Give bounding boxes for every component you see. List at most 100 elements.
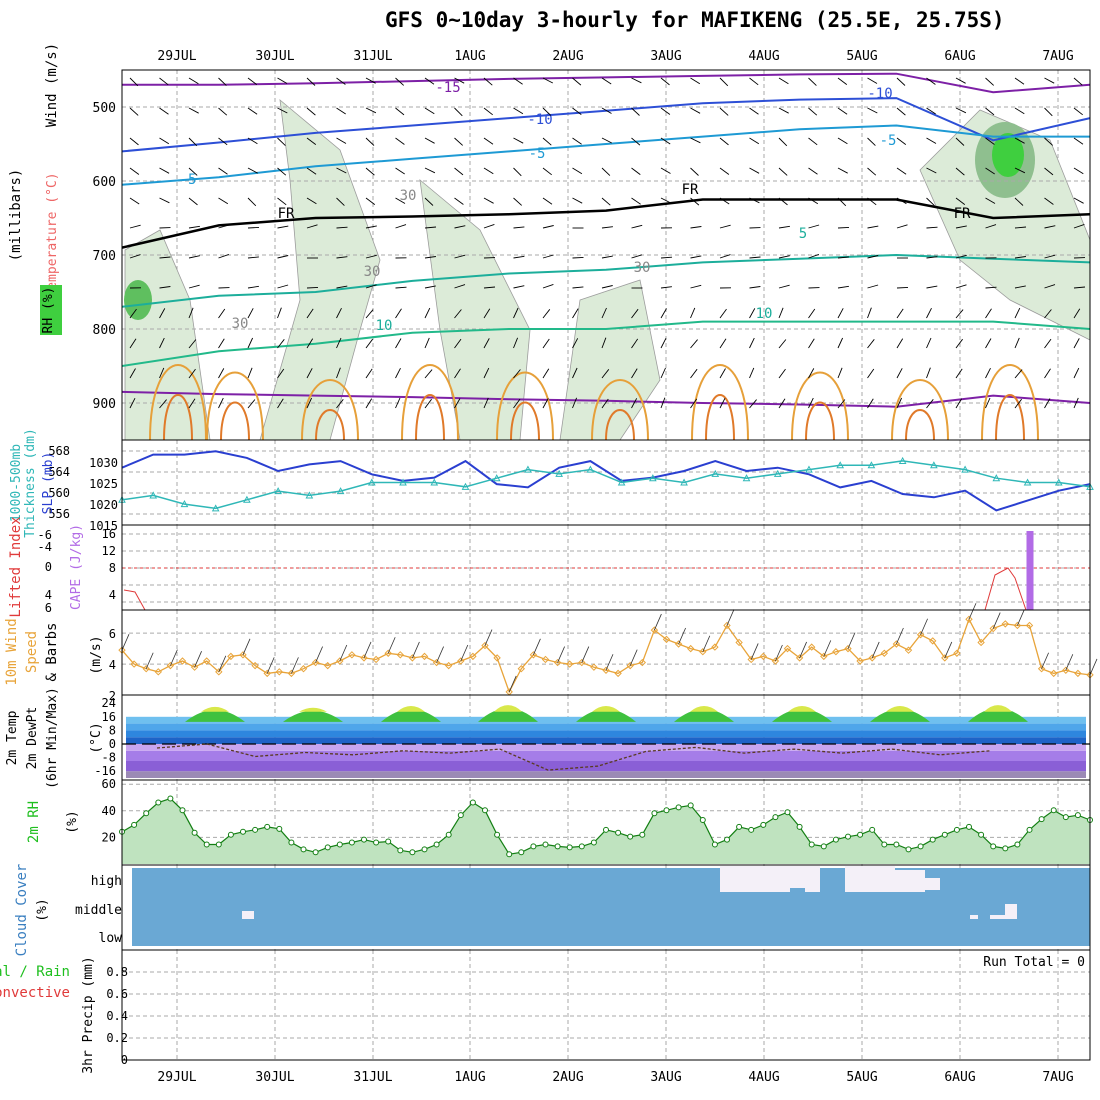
high-cloud-block [925, 878, 940, 890]
wind-barb [1044, 284, 1056, 289]
temp-band [126, 744, 1086, 751]
rh-point [845, 833, 851, 840]
wind-barb [483, 338, 490, 349]
wind-barb [778, 255, 790, 259]
thickness-point [648, 474, 657, 482]
contour-label: -5 [880, 133, 897, 149]
wind-barb [454, 137, 464, 146]
wind-barb [926, 197, 935, 206]
wind-barb [336, 399, 344, 409]
wind-barb [660, 167, 671, 174]
wind-barb [749, 337, 755, 349]
thickness-point [211, 504, 220, 512]
wind-barb [690, 167, 699, 176]
wind-barb [277, 368, 285, 379]
wind-barb [277, 284, 289, 289]
temp-warm-hump [478, 708, 538, 722]
wind-barb [277, 307, 282, 319]
cape-tick-label: 16 [102, 527, 116, 541]
rh-point [929, 836, 936, 843]
wind-speed-point [323, 661, 332, 670]
wind-barb [1014, 197, 1024, 206]
cloud-level-label: low [99, 931, 123, 946]
wind-barb [867, 307, 872, 319]
isotherm-warm [981, 364, 1039, 441]
wind-barb [277, 107, 288, 114]
wind-barb [159, 256, 171, 259]
wind-barb-10m [363, 641, 372, 659]
wind-barb [778, 107, 789, 114]
rh-point [808, 841, 815, 848]
wind-barb [778, 225, 790, 229]
wind-barb [660, 286, 672, 289]
total-rain-label: Total / Rain [0, 964, 70, 980]
wind-barb [690, 307, 696, 319]
thickness-point [773, 469, 782, 477]
wind-barb [631, 338, 639, 349]
wind-barb [1073, 167, 1084, 175]
rh-axis-unit: (%) [65, 810, 80, 833]
wind-barb-10m [291, 657, 299, 674]
wind-barb [129, 254, 141, 259]
wind-barb [542, 137, 552, 146]
wind-barb-10m [871, 641, 880, 659]
thickness-point [992, 474, 1001, 482]
contour-label: FR [278, 206, 295, 222]
wind-barb [778, 339, 787, 349]
wind-barb [660, 137, 671, 145]
y-tick-label: 700 [93, 249, 116, 264]
wind-barb [1044, 197, 1054, 205]
wind-speed-point [517, 665, 526, 673]
temp-band [126, 761, 1086, 772]
wind-barb [572, 167, 583, 175]
isotherm-warm [691, 364, 749, 441]
wind-barb [896, 137, 907, 145]
wind-speed-point [227, 652, 235, 661]
wind-barb [306, 397, 313, 409]
wind-speed-point [239, 651, 247, 659]
rh-point [300, 846, 307, 853]
x-tick-label-top: 1AUG [454, 49, 485, 64]
rh-point [397, 847, 404, 854]
wind-barb [867, 368, 875, 379]
wind-barb [1073, 223, 1085, 229]
precip-tick-label: 0.6 [106, 987, 128, 1001]
wind-barb [985, 107, 995, 116]
rh-point [312, 849, 319, 856]
wind-barb [1014, 337, 1020, 349]
wind-barb [513, 369, 521, 379]
rh-point [131, 821, 138, 828]
wind-barb [572, 77, 582, 86]
isotherm-warmer [995, 394, 1025, 441]
wind-barb [542, 197, 553, 205]
wind-barb [395, 397, 401, 409]
wind-barb [1014, 107, 1025, 115]
wind-barb [631, 224, 643, 229]
rh-point [639, 831, 646, 838]
thickness-point [149, 491, 158, 499]
isotherm-warmer [905, 409, 935, 441]
wind-barb [896, 77, 906, 86]
wind-barb [690, 226, 702, 229]
wind-barb [690, 339, 698, 349]
isotherm-warmer [415, 394, 445, 441]
rh-point [276, 825, 283, 832]
wind-barb [1073, 286, 1086, 289]
wind-barb [247, 285, 259, 289]
wind-barb [749, 197, 760, 204]
wind-barb [867, 107, 878, 114]
wind-speed-point [263, 669, 271, 678]
wind-barb [483, 197, 494, 204]
isotherm--15 [122, 72, 1091, 94]
thickness-point [680, 478, 688, 486]
temp-tick-label: 16 [102, 710, 116, 724]
wind-barb [306, 368, 313, 379]
wind-barb [454, 197, 464, 205]
wind-speed-point [553, 658, 562, 667]
wind-barb [601, 77, 612, 85]
wind-barb [454, 225, 466, 229]
high-cloud-block [790, 866, 805, 888]
rh-point [1062, 814, 1069, 821]
rh-tick-label: 40 [102, 804, 116, 818]
wind-barb [572, 286, 584, 289]
